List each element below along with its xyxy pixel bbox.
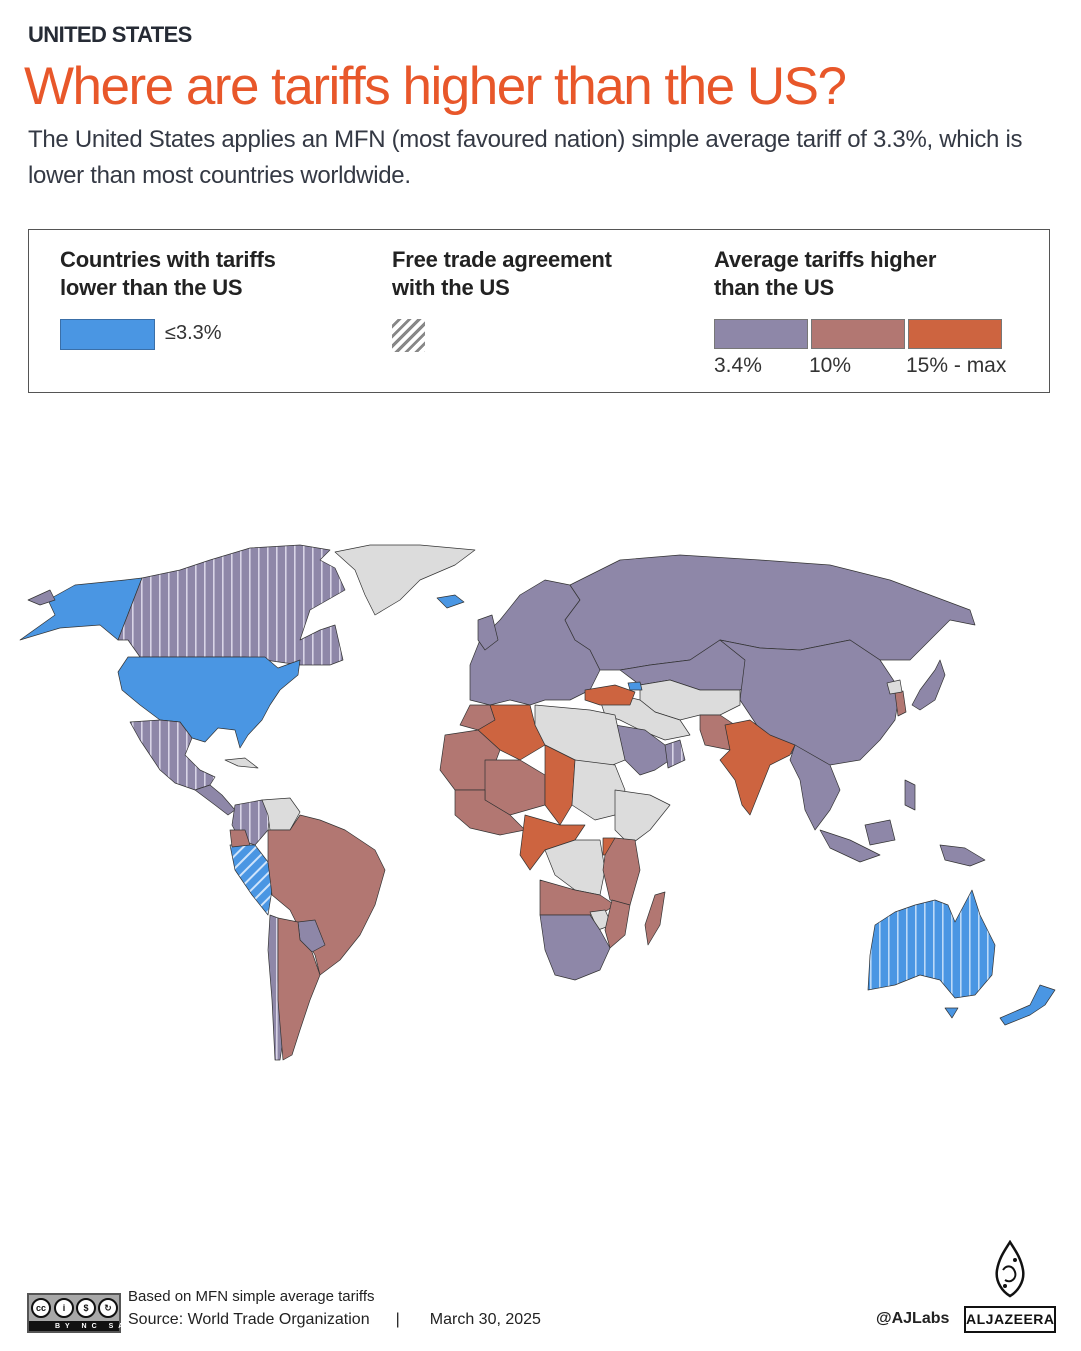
aljazeera-calligraphy-icon <box>995 1240 1025 1298</box>
region-ecuador <box>229 829 251 848</box>
region-japan <box>911 659 946 711</box>
ramp-label: 15% - max <box>906 354 1007 377</box>
region-alaska <box>19 577 143 641</box>
legend-higher: Average tariffs higher than the US 3.4% … <box>714 246 1006 377</box>
date: March 30, 2025 <box>429 1311 541 1328</box>
subtitle: The United States applies an MFN (most f… <box>28 126 1023 189</box>
legend-heading: Free trade agreement <box>392 247 612 272</box>
region-usa <box>117 656 301 749</box>
region-southern-africa <box>539 914 611 981</box>
region-madagascar <box>644 891 666 946</box>
ramp-bin-mid <box>811 319 905 349</box>
ramp-bin-low <box>714 319 808 349</box>
region-north-korea <box>886 679 903 695</box>
region-canada <box>117 544 346 666</box>
legend-heading: with the US <box>392 275 510 300</box>
sa-icon: ↻ <box>98 1298 118 1318</box>
legend-fta: Free trade agreement with the US <box>392 246 612 352</box>
region-se-asia <box>789 744 841 831</box>
world-map <box>19 544 1056 1061</box>
ajlabs-handle[interactable]: @AJLabs <box>876 1310 950 1327</box>
region-oman <box>664 739 686 769</box>
region-australia <box>867 889 996 999</box>
legend-heading: Countries with tariffs <box>60 247 276 272</box>
region-philippines <box>904 779 916 811</box>
region-png <box>939 844 986 867</box>
legend-heading: than the US <box>714 275 835 300</box>
region-uk <box>477 614 499 651</box>
region-cuba <box>224 757 259 769</box>
region-new-zealand <box>999 984 1056 1026</box>
cc-icon: cc <box>31 1298 51 1318</box>
separator: | <box>395 1311 400 1328</box>
kicker: UNITED STATES <box>28 22 192 47</box>
legend: Countries with tariffs lower than the US… <box>28 229 1050 393</box>
region-peru <box>229 844 273 916</box>
region-tasmania <box>944 1007 959 1019</box>
source-text: Source: World Trade Organization <box>128 1311 370 1328</box>
ramp-label: 10% <box>809 354 852 377</box>
legend-swatch-label: ≤3.3% <box>165 322 222 344</box>
nc-icon: $ <box>76 1298 96 1318</box>
region-brazil <box>267 814 386 976</box>
ramp-label: 3.4% <box>714 354 762 377</box>
region-greenland <box>334 544 476 616</box>
region-drc <box>544 839 606 896</box>
region-georgia <box>627 681 643 691</box>
region-chad <box>544 744 576 826</box>
cc-license-badge[interactable]: cc i $ ↻ BY NC SA <box>27 1293 123 1333</box>
page-title: Where are tariffs higher than the US? <box>24 57 847 116</box>
hatch-pattern-icon <box>392 319 425 352</box>
color-ramp <box>714 319 1002 349</box>
region-iceland <box>436 594 465 609</box>
region-turkey <box>584 684 636 706</box>
footer-note: Based on MFN simple average tariffs <box>128 1288 375 1305</box>
ramp-bin-high <box>908 319 1002 349</box>
legend-lower: Countries with tariffs lower than the US… <box>60 246 276 350</box>
license-label: BY NC SA <box>55 1323 129 1330</box>
footer-source: Source: World Trade Organization | March 3… <box>128 1311 541 1329</box>
region-india <box>719 719 796 816</box>
region-central-america <box>194 784 236 816</box>
region-argentina <box>277 917 321 1061</box>
region-indonesia <box>819 819 896 863</box>
region-south-korea <box>894 690 907 717</box>
by-icon: i <box>54 1298 74 1318</box>
aljazeera-logo[interactable]: ALJAZEERA <box>964 1306 1056 1333</box>
legend-heading: Average tariffs higher <box>714 247 937 272</box>
legend-heading: lower than the US <box>60 275 243 300</box>
region-mozambique <box>604 899 631 949</box>
region-russia-far-east-tip <box>27 589 56 606</box>
region-mexico <box>129 719 216 791</box>
legend-swatch-blue <box>60 319 155 350</box>
region-horn <box>614 789 671 846</box>
